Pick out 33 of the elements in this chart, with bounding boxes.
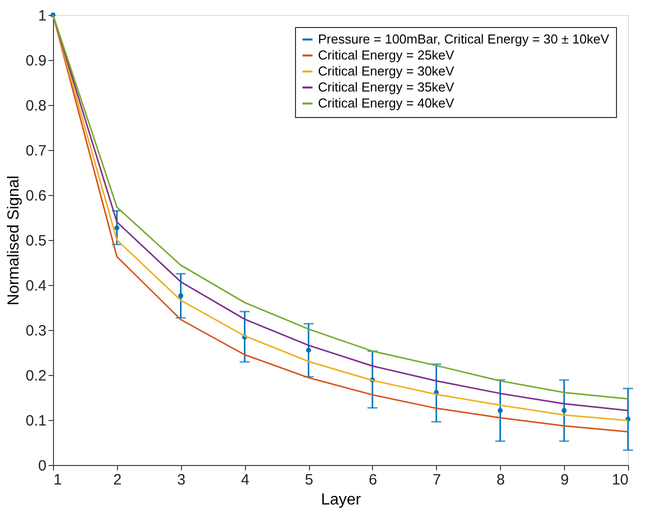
y-tick-label: 0.2 bbox=[26, 368, 46, 384]
x-tick-label: 10 bbox=[612, 472, 628, 488]
x-tick-label: 9 bbox=[560, 472, 569, 488]
y-tick-label: 0.3 bbox=[26, 322, 46, 340]
y-tick-label: 0.1 bbox=[26, 412, 46, 430]
x-tick-label: 5 bbox=[304, 472, 314, 488]
y-axis-title: Normalised Signal bbox=[6, 176, 23, 306]
point bbox=[306, 348, 312, 353]
legend-label: Critical Energy = 35keV bbox=[318, 80, 455, 94]
y-tick-label: 0.8 bbox=[26, 98, 46, 114]
x-tick-label: 8 bbox=[496, 472, 505, 488]
y-tick-label: 0.4 bbox=[26, 278, 46, 294]
legend-label: Critical Energy = 30keV bbox=[318, 64, 455, 78]
y-tick-label: 0 bbox=[38, 458, 46, 474]
y-tick-label: 0.6 bbox=[26, 188, 46, 204]
y-tick-label: 0.9 bbox=[26, 52, 46, 70]
x-tick-label: 2 bbox=[113, 472, 122, 488]
legend-label: Critical Energy = 25keV bbox=[318, 48, 455, 62]
x-tick-label: 3 bbox=[177, 472, 186, 488]
y-tick-label: 0.5 bbox=[26, 232, 46, 250]
y-tick-label: 0.7 bbox=[26, 142, 46, 160]
point bbox=[178, 293, 184, 298]
point bbox=[498, 408, 503, 414]
x-tick-label: 7 bbox=[432, 472, 442, 488]
legend-label: Pressure = 100mBar, Critical Energy = 30 ± 10keV bbox=[318, 32, 610, 46]
x-tick-label: 6 bbox=[368, 472, 378, 488]
x-axis-title: Layer bbox=[320, 492, 362, 508]
point bbox=[562, 408, 567, 414]
x-tick-label: 4 bbox=[240, 472, 250, 488]
y-tick-label: 1 bbox=[38, 8, 46, 24]
point bbox=[114, 225, 120, 230]
legend-label: Critical Energy = 40keV bbox=[318, 96, 455, 110]
x-tick-label: 1 bbox=[54, 472, 62, 488]
